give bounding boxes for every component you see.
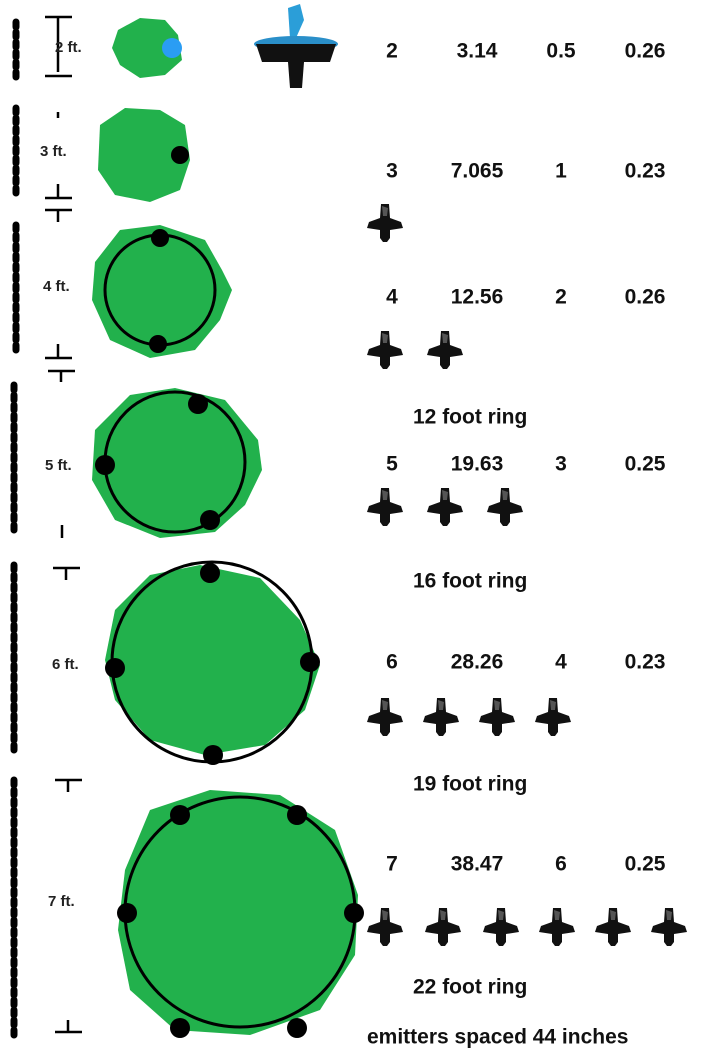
cell-emitters: 4: [555, 651, 567, 674]
cell-ratio: 0.26: [625, 286, 666, 309]
cell-ratio: 0.25: [625, 453, 666, 476]
cell-emitters: 3: [555, 453, 567, 476]
cell-area: 19.63: [451, 453, 504, 476]
size-label: 6 ft.: [52, 656, 79, 673]
size-label: 5 ft.: [45, 457, 72, 474]
cell-emitters: 2: [555, 286, 567, 309]
cell-diameter: 4: [386, 286, 398, 309]
cell-emitters: 0.5: [546, 40, 576, 63]
cell-area: 38.47: [451, 853, 504, 876]
size-label: 3 ft.: [40, 143, 67, 160]
cell-ratio: 0.26: [625, 40, 666, 63]
ring-label: 19 foot ring: [413, 773, 527, 796]
cell-ratio: 0.23: [625, 160, 666, 183]
cell-area: 7.065: [451, 160, 504, 183]
table: 2 3.14 0.5 0.26 3 7.065 1 0.23 4 12.56 2 0.26 5 19.63…: [386, 40, 666, 876]
cell-diameter: 2: [386, 40, 398, 63]
cell-emitters: 6: [555, 853, 567, 876]
size-label: 4 ft.: [43, 278, 70, 295]
cell-area: 12.56: [451, 286, 504, 309]
blue-emitter: [254, 4, 338, 88]
ring-label: 16 foot ring: [413, 570, 527, 593]
ring-label: 12 foot ring: [413, 406, 527, 429]
cell-diameter: 3: [386, 160, 398, 183]
footer: emitters spaced 44 inches: [367, 1026, 628, 1049]
cell-diameter: 7: [386, 853, 398, 876]
cell-emitters: 1: [555, 160, 567, 183]
cell-ratio: 0.25: [625, 853, 666, 876]
ring-label: 22 foot ring: [413, 976, 527, 999]
cell-ratio: 0.23: [625, 651, 666, 674]
cell-area: 3.14: [457, 40, 498, 63]
cell-diameter: 6: [386, 651, 398, 674]
plants: [92, 18, 364, 1038]
cell-diameter: 5: [386, 453, 398, 476]
cell-area: 28.26: [451, 651, 504, 674]
size-label: 7 ft.: [48, 893, 75, 910]
rulers: [10, 15, 82, 1039]
size-label: 2 ft.: [55, 39, 82, 56]
